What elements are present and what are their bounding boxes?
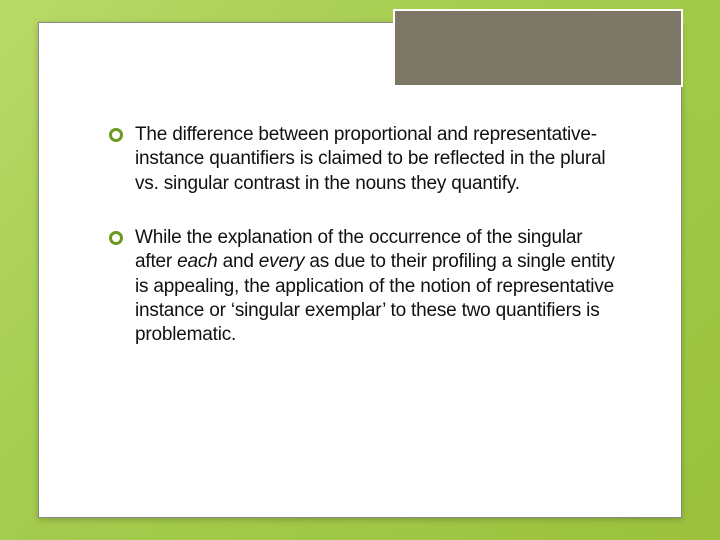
bullet-item: The difference between proportional and … [109,123,619,196]
slide-card: The difference between proportional and … [38,22,682,518]
bullet-icon [109,231,123,245]
bullet-item: While the explanation of the occurrence … [109,226,619,348]
title-box [393,9,683,87]
slide-content: The difference between proportional and … [109,123,619,378]
bullet-text: While the explanation of the occurrence … [135,226,619,348]
bullet-text: The difference between proportional and … [135,123,619,196]
bullet-icon [109,128,123,142]
